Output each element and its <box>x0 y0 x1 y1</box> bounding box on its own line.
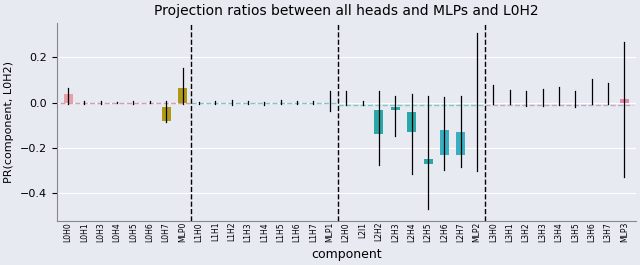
Bar <box>63 94 72 103</box>
Y-axis label: PR(component, L0H2): PR(component, L0H2) <box>4 61 14 183</box>
Bar <box>440 130 449 155</box>
Bar <box>407 112 416 132</box>
Bar <box>620 99 629 103</box>
Bar <box>374 109 383 134</box>
X-axis label: component: component <box>311 248 381 261</box>
Title: Projection ratios between all heads and MLPs and L0H2: Projection ratios between all heads and … <box>154 4 538 18</box>
Bar <box>178 88 187 103</box>
Bar <box>162 107 171 121</box>
Bar <box>456 132 465 155</box>
Bar <box>391 107 400 109</box>
Bar <box>424 159 433 164</box>
